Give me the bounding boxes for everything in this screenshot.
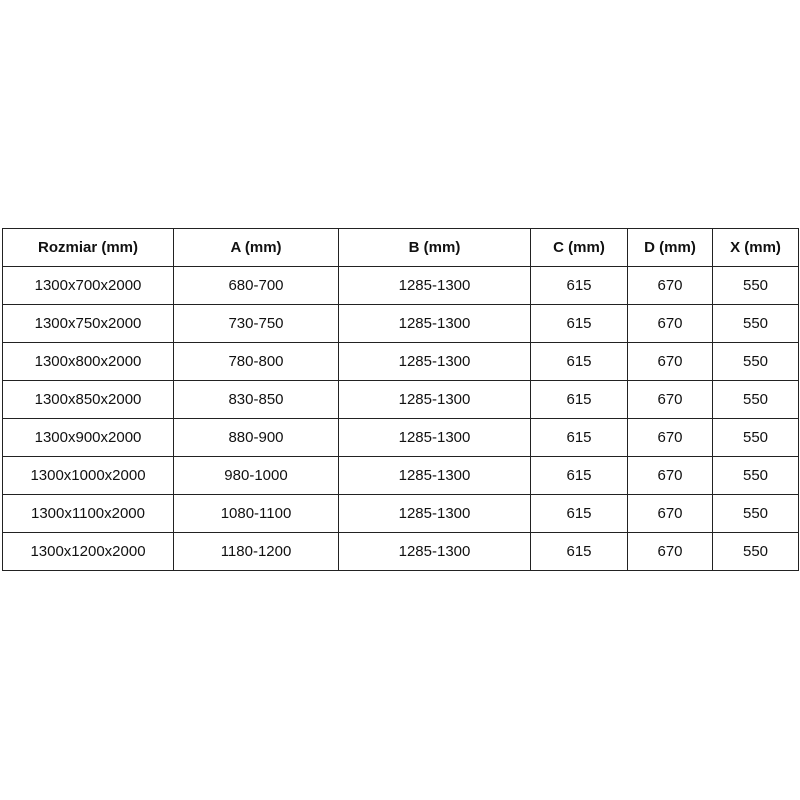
table-row: 1300x1000x2000 980-1000 1285-1300 615 670 550 [2, 456, 799, 495]
table-cell: 550 [712, 304, 799, 343]
table-cell: 1285-1300 [338, 304, 531, 343]
column-header: B (mm) [338, 228, 531, 267]
table-cell: 1285-1300 [338, 418, 531, 457]
table-row: 1300x700x2000 680-700 1285-1300 615 670 550 [2, 266, 799, 305]
column-header: Rozmiar (mm) [2, 228, 174, 267]
column-header: A (mm) [173, 228, 339, 267]
table-cell: 615 [530, 532, 628, 571]
table-row: 1300x1100x2000 1080-1100 1285-1300 615 670 55… [2, 494, 799, 533]
table-cell: 1300x1000x2000 [2, 456, 174, 495]
table-row: 1300x850x2000 830-850 1285-1300 615 670 550 [2, 380, 799, 419]
table-cell: 880-900 [173, 418, 339, 457]
table-cell: 615 [530, 494, 628, 533]
table-cell: 1300x800x2000 [2, 342, 174, 381]
table-cell: 550 [712, 532, 799, 571]
table-cell: 1300x700x2000 [2, 266, 174, 305]
table-cell: 1285-1300 [338, 380, 531, 419]
table-cell: 550 [712, 266, 799, 305]
table-cell: 1300x850x2000 [2, 380, 174, 419]
header-row: Rozmiar (mm) A (mm) B (mm) C (mm) D (mm) X (m… [2, 228, 799, 267]
table-cell: 670 [627, 342, 713, 381]
table-cell: 1180-1200 [173, 532, 339, 571]
table-cell: 670 [627, 494, 713, 533]
table-cell: 550 [712, 418, 799, 457]
table-cell: 1300x1200x2000 [2, 532, 174, 571]
table-cell: 550 [712, 456, 799, 495]
table-cell: 615 [530, 456, 628, 495]
table-cell: 550 [712, 494, 799, 533]
table-cell: 830-850 [173, 380, 339, 419]
table-cell: 615 [530, 266, 628, 305]
table-row: 1300x900x2000 880-900 1285-1300 615 670 550 [2, 418, 799, 457]
table-cell: 1285-1300 [338, 456, 531, 495]
column-header: D (mm) [627, 228, 713, 267]
table-cell: 1285-1300 [338, 494, 531, 533]
table-cell: 780-800 [173, 342, 339, 381]
table-cell: 1285-1300 [338, 532, 531, 571]
table-cell: 730-750 [173, 304, 339, 343]
table-cell: 680-700 [173, 266, 339, 305]
table-cell: 1080-1100 [173, 494, 339, 533]
table-cell: 670 [627, 456, 713, 495]
table-cell: 1285-1300 [338, 266, 531, 305]
table-cell: 670 [627, 266, 713, 305]
column-header: C (mm) [530, 228, 628, 267]
table-cell: 670 [627, 304, 713, 343]
dimensions-table: Rozmiar (mm) A (mm) B (mm) C (mm) D (mm) X (m… [2, 228, 799, 571]
table-cell: 615 [530, 342, 628, 381]
table-cell: 1285-1300 [338, 342, 531, 381]
table-cell: 615 [530, 304, 628, 343]
table-cell: 670 [627, 532, 713, 571]
column-header: X (mm) [712, 228, 799, 267]
table-cell: 670 [627, 380, 713, 419]
table-cell: 550 [712, 342, 799, 381]
table-row: 1300x800x2000 780-800 1285-1300 615 670 550 [2, 342, 799, 381]
table-cell: 550 [712, 380, 799, 419]
table-cell: 1300x750x2000 [2, 304, 174, 343]
table-cell: 670 [627, 418, 713, 457]
table-cell: 615 [530, 418, 628, 457]
table-cell: 615 [530, 380, 628, 419]
table-cell: 980-1000 [173, 456, 339, 495]
table-cell: 1300x900x2000 [2, 418, 174, 457]
table-cell: 1300x1100x2000 [2, 494, 174, 533]
table-row: 1300x1200x2000 1180-1200 1285-1300 615 670 55… [2, 532, 799, 571]
table-row: 1300x750x2000 730-750 1285-1300 615 670 550 [2, 304, 799, 343]
